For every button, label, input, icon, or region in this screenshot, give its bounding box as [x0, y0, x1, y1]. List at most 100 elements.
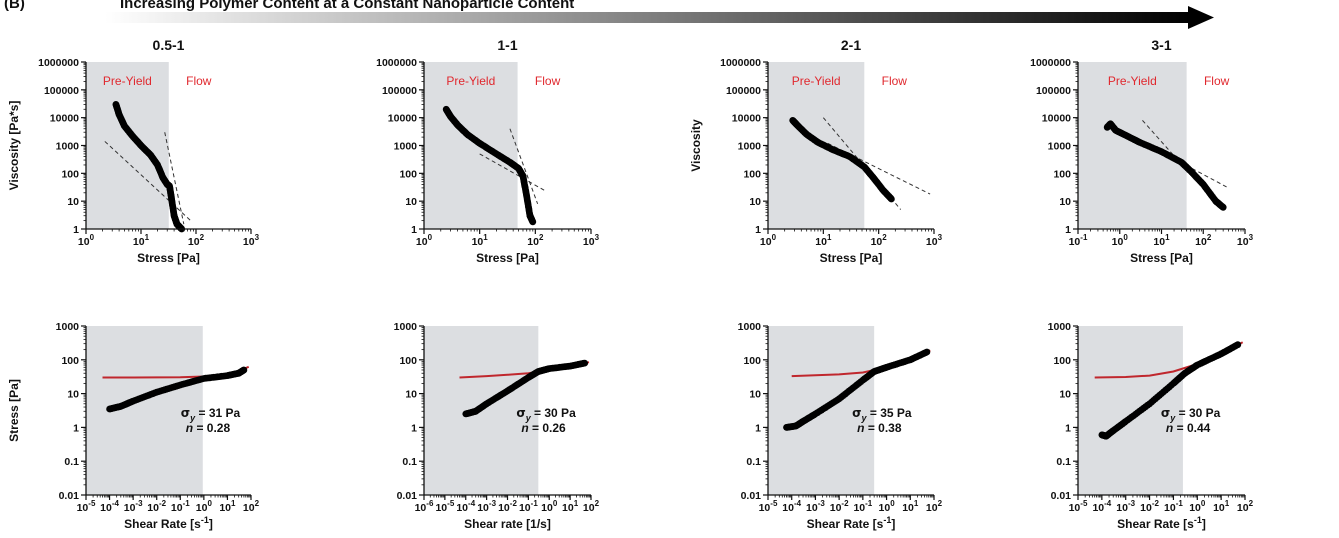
y-tick-label: 10 — [749, 389, 761, 401]
flow-index-annotation: n = 0.38 — [857, 421, 902, 435]
pre-yield-region — [424, 62, 518, 229]
y-tick-label: 10 — [749, 196, 761, 208]
pre-yield-label: Pre-Yield — [1108, 74, 1157, 88]
x-tick-label: 101 — [1153, 233, 1170, 248]
data-points — [442, 105, 537, 226]
y-tick-label: 1 — [755, 224, 761, 236]
data-point — [1219, 203, 1227, 211]
y-tick-label: 10000 — [1042, 113, 1071, 125]
yield-stress-annotation: σy = 30 Pa — [516, 406, 576, 423]
data-points — [1098, 341, 1242, 440]
x-tick-label: 10-5 — [759, 499, 778, 514]
x-tick-label: 103 — [583, 233, 600, 248]
x-tick-label: 100 — [760, 233, 777, 248]
gradient-arrow-shaft — [105, 12, 1190, 23]
y-tick-label: 1000 — [56, 141, 80, 153]
data-point — [240, 366, 248, 374]
panel-label: (B) — [4, 0, 25, 12]
x-tick-label: 101 — [1213, 499, 1230, 514]
pre-yield-region — [1078, 62, 1187, 229]
x-tick-label: 100 — [1112, 233, 1129, 248]
x-tick-label: 102 — [527, 233, 544, 248]
panel-title: 1-1 — [497, 37, 517, 53]
gradient-arrow-head — [1188, 6, 1214, 29]
x-tick-label: 102 — [188, 233, 205, 248]
y-tick-label: 1 — [755, 422, 761, 434]
x-tick-label: 10-4 — [782, 499, 801, 514]
flow-label: Flow — [1204, 74, 1230, 88]
x-axis-title: Stress [Pa] — [820, 251, 883, 265]
y-tick-label: 100 — [61, 355, 79, 367]
y-tick-label: 1000 — [1048, 141, 1072, 153]
y-tick-label: 10000 — [388, 113, 417, 125]
x-tick-label: 10-1 — [853, 499, 872, 514]
y-tick-label: 1 — [1065, 422, 1071, 434]
y-tick-label: 0.01 — [397, 490, 418, 502]
flow-label: Flow — [882, 74, 908, 88]
y-tick-label: 100 — [61, 168, 79, 180]
pre-yield-label: Pre-Yield — [103, 74, 152, 88]
y-tick-label: 10000 — [50, 113, 79, 125]
x-tick-label: 101 — [219, 499, 236, 514]
y-tick-label: 1000 — [56, 321, 80, 333]
x-tick-label: 10-1 — [519, 499, 538, 514]
x-tick-label: 101 — [133, 233, 150, 248]
x-tick-label: 102 — [1195, 233, 1212, 248]
data-points — [789, 117, 895, 203]
y-tick-label: 100 — [399, 168, 417, 180]
y-tick-label: 100 — [399, 355, 417, 367]
chart-panel-4: 1 10 100 1000 10000 100000 1000000 10-1 100 101 10… — [1030, 37, 1254, 265]
y-tick-label: 100000 — [382, 85, 417, 97]
x-tick-label: 100 — [879, 499, 896, 514]
data-points — [1103, 120, 1227, 211]
tangent-line-1 — [827, 142, 931, 195]
chart-panel-3: 1 10 100 1000 10000 100000 1000000 100 101 102 103… — [689, 37, 943, 265]
chart-panel-5: 0.01 0.1 1 10 100 1000 10-5 10-4 10-3 10-2 10-1 100… — [7, 321, 260, 531]
x-tick-label: 102 — [583, 499, 600, 514]
figure-title: Increasing Polymer Content at a Constant… — [120, 0, 574, 12]
tangent-line-2 — [509, 128, 539, 205]
y-tick-label: 1000 — [394, 141, 418, 153]
x-tick-label: 10-1 — [1069, 233, 1088, 248]
x-tick-label: 10-4 — [100, 499, 119, 514]
x-tick-label: 10-4 — [456, 499, 475, 514]
y-tick-label: 100 — [743, 168, 761, 180]
x-tick-label: 10-4 — [1092, 499, 1111, 514]
data-points — [783, 348, 931, 431]
y-axis-title: Stress [Pa] — [7, 379, 21, 442]
x-axis-title: Shear Rate [s-1] — [1117, 515, 1206, 531]
x-tick-label: 102 — [243, 499, 260, 514]
data-points — [112, 101, 186, 233]
data-point — [529, 218, 537, 226]
x-tick-label: 10-1 — [171, 499, 190, 514]
y-tick-label: 1000 — [738, 321, 762, 333]
data-point — [581, 359, 589, 367]
x-tick-label: 10-3 — [124, 499, 143, 514]
x-tick-label: 10-2 — [830, 499, 849, 514]
x-tick-label: 100 — [196, 499, 213, 514]
panel-title: 3-1 — [1151, 37, 1171, 53]
chart-panel-7: 0.01 0.1 1 10 100 1000 10-5 10-4 10-3 10-2 10-1 100… — [738, 321, 943, 531]
y-tick-label: 10 — [1059, 196, 1071, 208]
x-tick-label: 101 — [815, 233, 832, 248]
y-tick-label: 100000 — [1036, 85, 1071, 97]
pre-yield-region — [768, 62, 865, 229]
x-tick-label: 10-6 — [415, 499, 434, 514]
y-tick-label: 1000000 — [720, 57, 761, 69]
y-tick-label: 1 — [1065, 224, 1071, 236]
y-tick-label: 100 — [1053, 355, 1071, 367]
x-axis-title: Stress [Pa] — [1130, 251, 1193, 265]
data-point — [888, 195, 895, 203]
y-tick-label: 10 — [1059, 389, 1071, 401]
data-point — [1234, 341, 1242, 349]
y-tick-label: 0.01 — [741, 490, 762, 502]
pre-yield-region — [1078, 326, 1183, 495]
y-tick-label: 1 — [411, 422, 417, 434]
x-tick-label: 10-2 — [498, 499, 517, 514]
x-tick-label: 101 — [472, 233, 489, 248]
y-tick-label: 100 — [1053, 168, 1071, 180]
tangent-line-2 — [164, 132, 185, 225]
y-tick-label: 100000 — [726, 85, 761, 97]
data-point — [923, 348, 931, 356]
y-tick-label: 0.01 — [1051, 490, 1072, 502]
